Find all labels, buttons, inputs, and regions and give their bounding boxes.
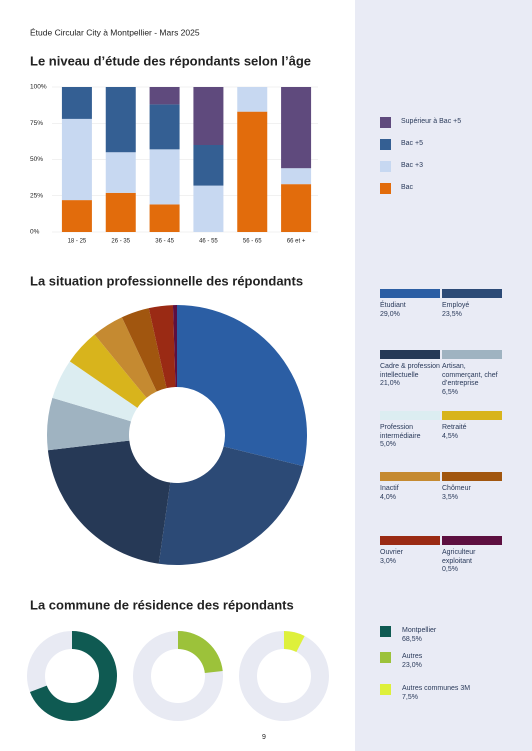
legend-value: 3,5% [442, 493, 458, 501]
legend-label: Étudiant [380, 302, 406, 309]
legend-bar [380, 289, 440, 298]
legend-bar [442, 411, 502, 420]
legend-label: Cadre & profession intellectuelle [380, 363, 440, 379]
legend-value: 0,5% [442, 566, 458, 573]
bar-segment [149, 87, 180, 105]
legend-bar [442, 536, 502, 545]
ring-arc [29, 631, 118, 721]
legend-value: 4,5% [442, 432, 458, 440]
legend-swatch [380, 117, 391, 128]
bar-segment [105, 87, 136, 153]
donut-slice [121, 308, 167, 392]
x-tick-label: 18 - 25 [68, 239, 87, 245]
legend-value: 5,0% [380, 441, 396, 448]
bar-segment [61, 200, 92, 232]
legend-swatch [380, 684, 391, 695]
legend-bar [380, 472, 440, 481]
legend-label: Montpellier [402, 627, 437, 634]
legend-value: 23,0% [402, 662, 422, 669]
bar-segment [61, 118, 92, 201]
legend-label: Inactif [380, 485, 399, 492]
bar-segment [281, 184, 312, 232]
y-tick-label: 0% [30, 229, 40, 236]
bar-segment [237, 111, 268, 232]
ring-arc [178, 631, 223, 674]
legend-swatch [380, 161, 391, 172]
legend-label: Profession intermédiaire [380, 424, 421, 440]
legend-label: Artisan, commerçant, chef d’entreprise [442, 363, 498, 387]
legend-swatch [380, 139, 391, 150]
bar-segment [237, 87, 268, 112]
bar-segment [193, 185, 224, 232]
legend-label: Bac +3 [401, 162, 423, 169]
legend-label: Agriculteur exploitant [442, 549, 476, 565]
chart-title: La commune de résidence des répondants [30, 597, 294, 612]
donut-slice [177, 305, 307, 467]
page-number: 9 [262, 734, 266, 741]
legend-value: 7,5% [402, 694, 418, 701]
bar-segment [281, 168, 312, 185]
x-tick-label: 46 - 55 [199, 239, 218, 245]
x-tick-label: 66 et + [287, 239, 306, 245]
legend-bar [380, 411, 440, 420]
y-tick-label: 50% [30, 156, 43, 163]
legend-label: Autres [402, 653, 423, 660]
bar-segment [61, 87, 92, 119]
bar-segment [149, 104, 180, 150]
donut-slice [158, 446, 304, 565]
legend-label: Chômeur [442, 485, 471, 492]
legend-label: Bac +5 [401, 140, 423, 147]
legend-label: Retraité [442, 424, 467, 431]
legend-value: 3,0% [380, 557, 396, 565]
ring-arc [284, 631, 305, 653]
bar-segment [105, 192, 136, 232]
legend-label: Autres communes 3M [402, 685, 471, 692]
y-tick-label: 100% [30, 84, 47, 91]
legend-label: Ouvrier [380, 549, 403, 556]
legend-bar [380, 536, 440, 545]
donut-slice [47, 440, 171, 564]
donut-slice [69, 334, 147, 408]
donut-slice [94, 317, 157, 398]
bar-segment [193, 145, 224, 186]
bar-segment [105, 152, 136, 193]
legend-label: Bac [401, 184, 414, 191]
legend-bar [380, 350, 440, 359]
legend-value: 23,5% [442, 310, 462, 318]
legend-bar [442, 472, 502, 481]
y-tick-label: 75% [30, 120, 43, 127]
x-tick-label: 26 - 35 [111, 239, 130, 245]
legend-value: 6,5% [442, 388, 458, 396]
legend-label: Employé [442, 302, 470, 309]
legend-swatch [380, 183, 391, 194]
legend-value: 21,0% [380, 380, 400, 387]
donut-slice [46, 397, 131, 451]
legend-swatch [380, 626, 391, 637]
ring-track [239, 631, 329, 721]
chart-title: Le niveau d’étude des répondants selon l… [30, 53, 311, 68]
legend-value: 68,5% [402, 636, 422, 643]
x-tick-label: 36 - 45 [155, 239, 174, 245]
bar-segment [193, 87, 224, 145]
legend-bar [442, 289, 502, 298]
donut-slice [148, 305, 176, 389]
donut-slice [172, 305, 177, 388]
chart-title: La situation professionnelle des réponda… [30, 273, 303, 288]
bar-segment [149, 149, 180, 205]
legend-bar [442, 350, 502, 359]
legend-value: 4,0% [380, 493, 396, 501]
legend-label: Supérieur à Bac +5 [401, 118, 462, 125]
header-title: Étude Circular City à Montpellier - Mars… [30, 27, 200, 37]
y-tick-label: 25% [30, 192, 43, 199]
legend-value: 29,0% [380, 310, 400, 318]
donut-slice [52, 361, 138, 422]
legend-swatch [380, 652, 391, 663]
bar-segment [281, 87, 312, 169]
bar-segment [149, 204, 180, 232]
x-tick-label: 56 - 65 [243, 239, 262, 245]
